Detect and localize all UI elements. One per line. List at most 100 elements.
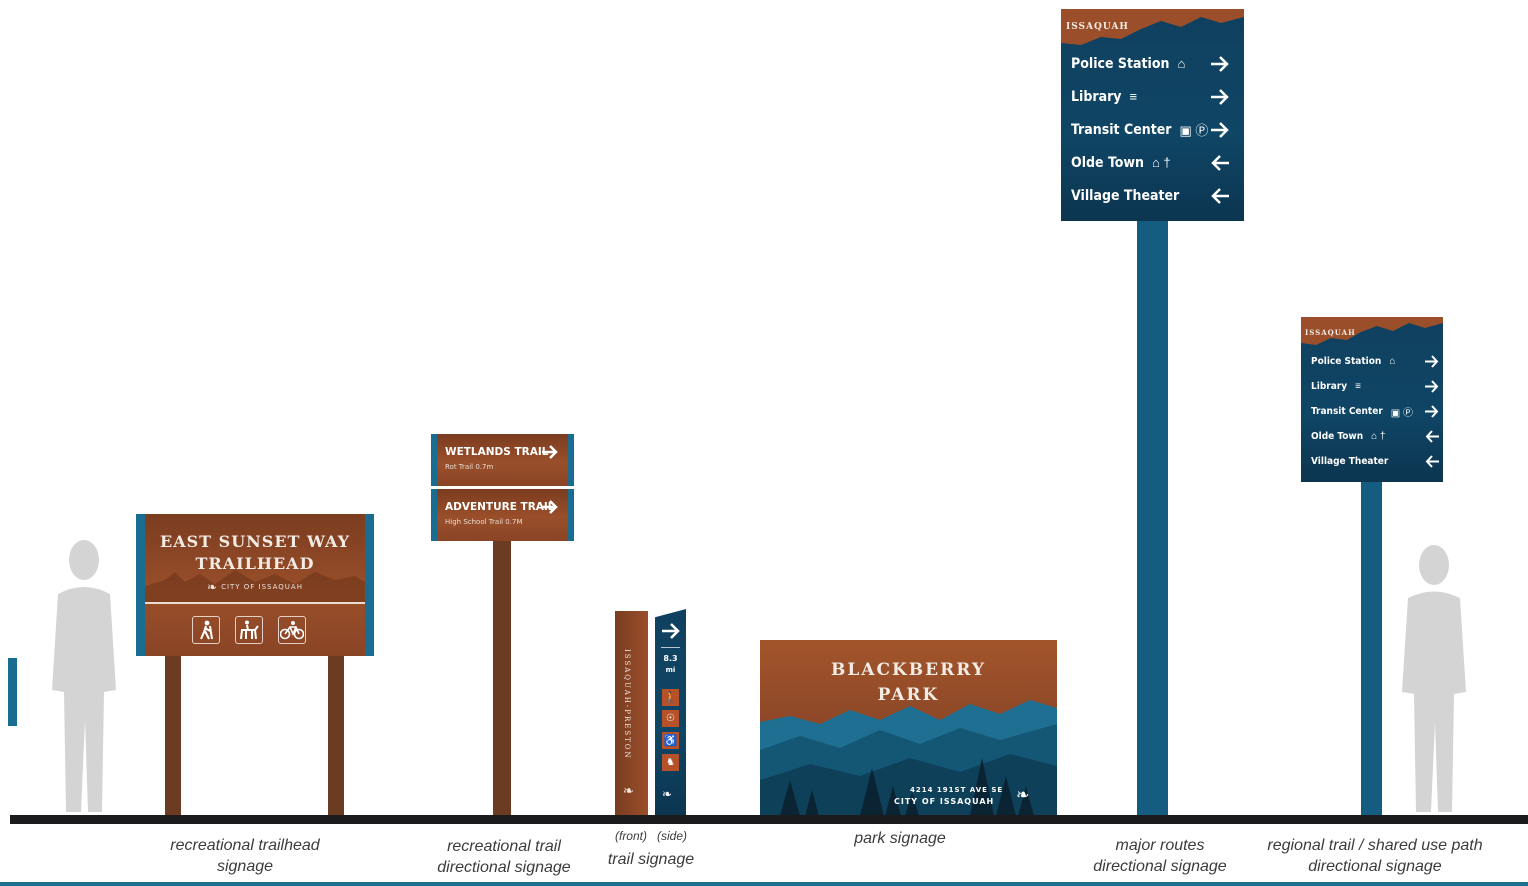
police-icon: ⌂ — [1389, 356, 1396, 367]
arrow-left-icon — [1211, 154, 1229, 171]
horse-rider-icon: ♞ — [662, 754, 679, 771]
library-icon: ≡ — [1355, 381, 1361, 392]
baseline-rule — [0, 882, 1528, 886]
direction-label: Library — [1071, 88, 1122, 105]
trailhead-title-line2: TRAILHEAD — [195, 554, 315, 573]
caption-regional: regional trail / shared use path directi… — [1248, 835, 1502, 877]
direction-row: Olde Town ⌂ † — [1061, 146, 1244, 179]
arrow-left-icon — [1425, 455, 1439, 468]
arrow-left-icon — [1211, 187, 1229, 204]
ground-line — [10, 815, 1528, 824]
transit-icon: ▣ Ⓟ — [1390, 408, 1414, 419]
salmon-icon: ❧ — [1016, 787, 1030, 804]
trailhead-divider — [145, 602, 365, 604]
direction-label: Olde Town — [1071, 154, 1144, 171]
direction-label: Olde Town — [1311, 431, 1364, 442]
trail-distance: 8.3 — [663, 654, 678, 663]
caption-line: directional signage — [437, 859, 571, 876]
caption-line: signage — [216, 858, 274, 875]
library-icon: ≡ — [1129, 89, 1138, 104]
sign-edge-left — [431, 434, 437, 486]
hiker-icon: 🚶 — [662, 689, 679, 706]
arrow-right-icon — [662, 623, 680, 639]
park-sign: BLACKBERRY PARK 4214 191ST AVE SE CITY O… — [760, 640, 1057, 816]
park-name-line2: PARK — [877, 685, 940, 705]
direction-row: Olde Town ⌂ † — [1301, 424, 1443, 449]
mountain-silhouette — [145, 570, 365, 602]
rec-directional-post — [493, 540, 511, 816]
caption-line: recreational trail — [447, 838, 561, 855]
person-silhouette-left — [52, 540, 116, 812]
caption-trail-signage: trail signage — [607, 851, 695, 868]
direction-label: Village Theater — [1071, 187, 1180, 204]
olde-town-icon: ⌂ † — [1151, 155, 1171, 170]
salmon-icon: ❧ — [623, 783, 634, 798]
police-icon: ⌂ — [1177, 56, 1186, 71]
panel-name: WETLANDS TRAIL — [445, 446, 549, 458]
caption-line: directional signage — [1093, 858, 1227, 875]
sign-edge-right — [365, 514, 374, 656]
sign-header-text: ISSAQUAH — [1066, 22, 1129, 32]
park-address: 4214 191ST AVE SE — [910, 786, 1004, 794]
trail-side-divider — [661, 647, 680, 648]
regional-post — [1361, 478, 1382, 816]
bicycle-icon: ☉ — [662, 710, 679, 727]
trailhead-title-line1: EAST SUNSET WAY — [160, 532, 350, 551]
arrow-right-icon — [1425, 355, 1439, 368]
caption-line: regional trail / shared use path — [1267, 837, 1483, 854]
sign-header-rust — [1061, 9, 1244, 45]
trailhead-sign: EAST SUNSET WAY TRAILHEAD ❧ CITY OF ISSA… — [136, 514, 374, 656]
direction-row: Transit Center ▣ Ⓟ — [1301, 399, 1443, 424]
park-landscape — [760, 700, 1057, 816]
panel-sub: Rot Trail 0.7m — [445, 463, 494, 471]
panel-name: ADVENTURE TRAIL — [445, 501, 555, 513]
rec-directional-panel-2: ADVENTURE TRAIL High School Trail 0.7M — [431, 489, 574, 541]
caption-line: recreational trailhead — [170, 837, 320, 854]
transit-icon: ▣ Ⓟ — [1179, 123, 1209, 138]
direction-row: Library ≡ — [1061, 80, 1244, 113]
caption-park: park signage — [854, 830, 946, 847]
wheelchair-icon: ♿ — [662, 732, 679, 749]
bicycle-icon — [278, 616, 306, 644]
trail-unit: mi — [665, 666, 676, 674]
salmon-icon: ❧ — [662, 787, 673, 801]
regional-sign: ISSAQUAH Police Station ⌂ Library ≡ Tran… — [1301, 317, 1443, 482]
direction-label: Police Station — [1071, 55, 1170, 72]
direction-row: Library ≡ — [1301, 374, 1443, 399]
direction-row: Transit Center ▣ Ⓟ — [1061, 113, 1244, 146]
park-name-line1: BLACKBERRY — [830, 660, 986, 680]
direction-label: Transit Center — [1311, 406, 1383, 417]
arrow-right-icon — [1211, 88, 1229, 105]
direction-label: Village Theater — [1311, 456, 1389, 467]
horse-rider-icon — [235, 616, 263, 644]
direction-label: Transit Center — [1071, 121, 1172, 138]
caption-line: directional signage — [1308, 858, 1442, 875]
trailhead-city: CITY OF ISSAQUAH — [221, 583, 303, 591]
olde-town-icon: ⌂ † — [1371, 431, 1386, 442]
direction-row: Police Station ⌂ — [1301, 349, 1443, 374]
arrow-left-icon — [1425, 430, 1439, 443]
direction-row: Village Theater — [1061, 179, 1244, 212]
arrow-right-icon — [1211, 121, 1229, 138]
trail-front-text: ISSAQUAH-PRESTON — [623, 649, 631, 760]
trail-side-label: (side) — [656, 829, 687, 843]
arrow-right-icon — [1425, 380, 1439, 393]
panel-sub: High School Trail 0.7M — [445, 518, 523, 526]
sign-edge-right — [568, 434, 574, 486]
trailhead-post-left — [165, 654, 181, 816]
salmon-icon: ❧ — [207, 580, 218, 594]
arrow-right-icon — [542, 500, 558, 514]
hiker-icon — [192, 616, 220, 644]
sign-header-rust — [1301, 317, 1443, 345]
arrow-right-icon — [542, 445, 558, 459]
direction-label: Police Station — [1311, 356, 1382, 367]
major-routes-post — [1137, 218, 1168, 816]
major-routes-sign: ISSAQUAH Police Station ⌂ Library ≡ Tran… — [1061, 9, 1244, 221]
arrow-right-icon — [1211, 55, 1229, 72]
direction-row: Village Theater — [1301, 449, 1443, 474]
caption-trailhead: recreational trailhead signage — [140, 835, 350, 877]
cropped-sign-edge — [8, 658, 17, 726]
arrow-right-icon — [1425, 405, 1439, 418]
sign-edge-right — [568, 489, 574, 541]
